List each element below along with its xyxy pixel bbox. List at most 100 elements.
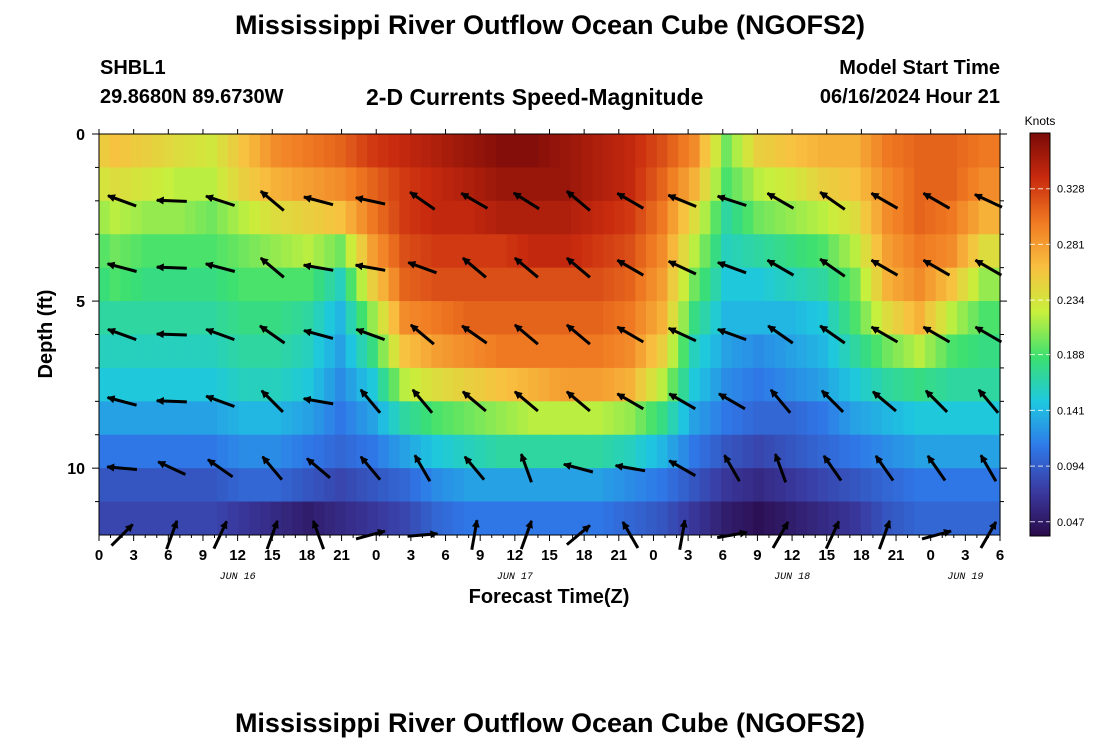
- heatmap-cell: [163, 334, 175, 369]
- heatmap-cell: [967, 334, 980, 369]
- heatmap-cell: [624, 401, 636, 436]
- heatmap-cell: [806, 367, 819, 402]
- heatmap-cell: [656, 334, 669, 369]
- heatmap-cell: [249, 200, 261, 235]
- heatmap-cell: [699, 334, 711, 369]
- heatmap-cell: [935, 267, 947, 302]
- current-vector: [565, 190, 591, 212]
- x-tick-label: 0: [927, 547, 935, 564]
- heatmap-cell: [914, 468, 926, 502]
- heatmap-cell: [903, 301, 915, 335]
- heatmap-cell: [259, 267, 272, 302]
- heatmap-cell: [356, 434, 368, 469]
- heatmap-cell: [334, 167, 347, 202]
- heatmap-cell: [528, 434, 540, 469]
- heatmap-cell: [528, 367, 540, 402]
- heatmap-cell: [592, 301, 604, 335]
- heatmap-cell: [731, 167, 744, 202]
- heatmap-cell: [120, 167, 132, 202]
- heatmap-cell: [334, 200, 347, 235]
- heatmap-cell: [99, 434, 111, 469]
- heatmap-cell: [345, 167, 358, 202]
- heatmap-cell: [109, 334, 122, 369]
- heatmap-cell: [174, 167, 186, 202]
- heatmap-cell: [495, 401, 508, 436]
- heatmap-cell: [216, 167, 229, 202]
- heatmap-cell: [764, 134, 776, 168]
- heatmap-cell: [967, 401, 980, 436]
- current-vector: [667, 259, 697, 276]
- heatmap-cell: [463, 200, 476, 235]
- heatmap-cell: [592, 501, 604, 536]
- heatmap-cell: [710, 234, 722, 269]
- heatmap-cell: [656, 134, 669, 168]
- heatmap-cell: [924, 234, 937, 269]
- heatmap-cell: [849, 468, 862, 502]
- heatmap-cell: [324, 334, 336, 369]
- heatmap-cell: [292, 334, 304, 369]
- heatmap-cell: [699, 468, 711, 502]
- heatmap-cell: [721, 501, 733, 536]
- heatmap-cell: [549, 267, 561, 302]
- heatmap-cell: [259, 434, 272, 469]
- heatmap-cell: [538, 134, 551, 168]
- heatmap-cell: [109, 167, 122, 202]
- heatmap-cell: [281, 434, 293, 469]
- heatmap-cell: [978, 301, 990, 335]
- heatmap-cell: [259, 200, 272, 235]
- heatmap-cell: [420, 334, 433, 369]
- heatmap-cell: [163, 301, 175, 335]
- heatmap-cell: [635, 367, 647, 402]
- current-vector: [355, 327, 386, 342]
- heatmap-cell: [174, 267, 186, 302]
- current-vector: [819, 257, 846, 278]
- heatmap-cell: [420, 401, 433, 436]
- heatmap-cell: [656, 501, 669, 536]
- current-vector: [519, 453, 533, 483]
- colorbar-tick-label: 0.188: [1057, 350, 1085, 362]
- heatmap-cell: [624, 167, 636, 202]
- heatmap-cell: [420, 134, 433, 168]
- heatmap-cell: [924, 334, 937, 369]
- heatmap-cell: [377, 367, 390, 402]
- current-vector: [870, 325, 899, 344]
- heatmap-cell: [892, 468, 905, 502]
- station-coordinates: 29.8680N 89.6730W: [100, 86, 284, 108]
- heatmap-cell: [549, 167, 561, 202]
- heatmap-cell: [302, 234, 315, 269]
- heatmap-cell: [141, 468, 154, 502]
- heatmap-cell: [281, 468, 293, 502]
- heatmap-cell: [839, 401, 851, 436]
- heatmap-cell: [506, 334, 518, 369]
- heatmap-cell: [957, 301, 969, 335]
- heatmap-cell: [131, 367, 143, 402]
- heatmap-cell: [517, 267, 529, 302]
- heatmap-cell: [292, 301, 304, 335]
- heatmap-cell: [227, 134, 240, 168]
- heatmap-cell: [249, 468, 261, 502]
- heatmap-cell: [216, 334, 229, 369]
- heatmap-cell: [485, 267, 497, 302]
- heatmap-cell: [688, 434, 701, 469]
- heatmap-cell: [699, 267, 711, 302]
- heatmap-cell: [281, 267, 293, 302]
- heatmap-cell: [367, 401, 379, 436]
- heatmap-cell: [581, 167, 594, 202]
- heatmap-cell: [603, 334, 615, 369]
- heatmap-cell: [109, 134, 122, 168]
- heatmap-cell: [313, 401, 325, 436]
- heatmap-cell: [871, 200, 883, 235]
- heatmap-cell: [195, 434, 207, 469]
- heatmap-cell: [141, 167, 154, 202]
- heatmap-cell: [474, 200, 486, 235]
- heatmap-cell: [592, 334, 604, 369]
- heatmap-cell: [281, 367, 293, 402]
- heatmap-cell: [270, 367, 282, 402]
- model-start-label: Model Start Time: [839, 57, 1000, 79]
- heatmap-cell: [485, 334, 497, 369]
- heatmap-cell: [485, 301, 497, 335]
- heatmap-cell: [206, 301, 218, 335]
- heatmap-cell: [860, 367, 872, 402]
- heatmap-cell: [892, 134, 905, 168]
- heatmap-cell: [485, 200, 497, 235]
